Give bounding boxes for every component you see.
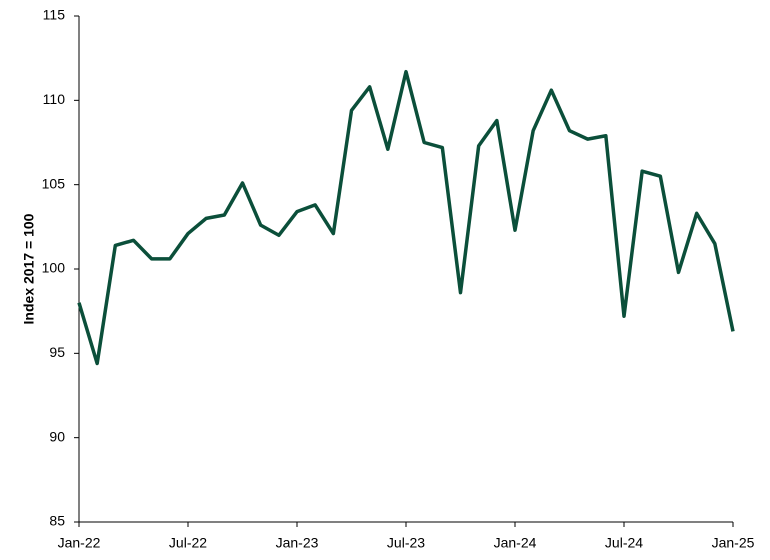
y-tick-label: 95 [49, 344, 65, 360]
y-axis-label: Index 2017 = 100 [21, 213, 37, 324]
y-tick-label: 90 [49, 428, 65, 444]
x-tick-label: Jan-24 [494, 535, 537, 551]
x-tick-label: Jan-22 [58, 535, 101, 551]
x-tick-label: Jan-25 [712, 535, 755, 551]
line-series [77, 69, 735, 366]
x-tick-label: Jul-24 [605, 535, 643, 551]
y-tick-label: 100 [42, 260, 66, 276]
y-tick-label: 85 [49, 513, 65, 529]
y-tick-label: 115 [43, 7, 66, 23]
y-tick-label: 110 [43, 91, 66, 107]
x-tick-label: Jan-23 [276, 535, 319, 551]
x-tick-label: Jul-23 [387, 535, 425, 551]
y-tick-label: 105 [42, 175, 66, 191]
x-tick-label: Jul-22 [169, 535, 207, 551]
